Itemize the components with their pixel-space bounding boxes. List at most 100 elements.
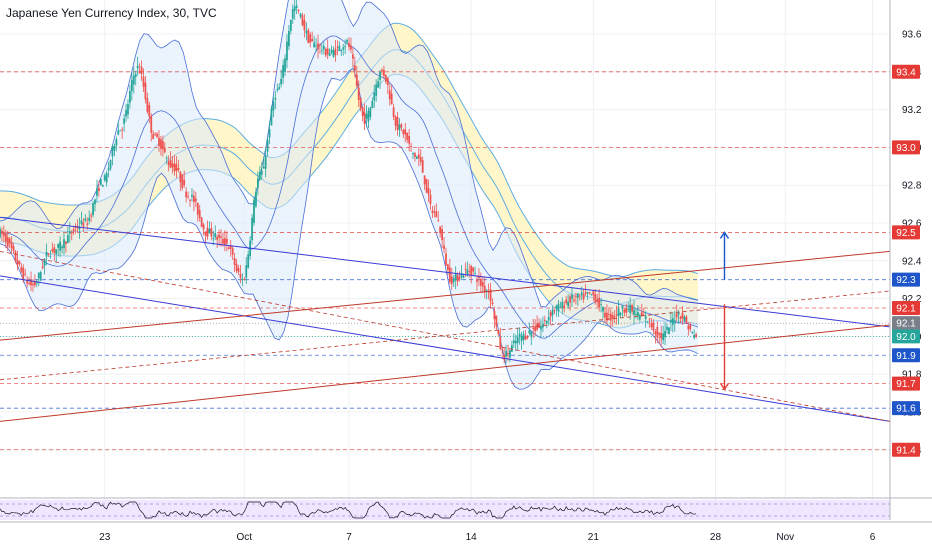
candle-body xyxy=(679,316,682,320)
candle-body xyxy=(406,132,409,140)
candle-body xyxy=(565,299,568,304)
candle-body xyxy=(202,224,205,230)
candle-body xyxy=(373,92,376,101)
time-tick-label: 14 xyxy=(466,532,478,543)
candle-body xyxy=(586,292,589,294)
candle-body xyxy=(421,160,424,173)
candle-body xyxy=(633,309,635,315)
candle-body xyxy=(258,172,261,180)
rsi-line xyxy=(0,501,697,519)
candle-body xyxy=(74,226,77,228)
candle-body xyxy=(129,91,131,103)
candle-body xyxy=(198,210,201,219)
candle-body xyxy=(328,53,331,57)
candle-body xyxy=(14,251,17,261)
candle-body xyxy=(501,349,504,351)
candle-body xyxy=(233,258,236,265)
candle-body xyxy=(301,15,304,26)
candle-body xyxy=(72,228,75,232)
candle-body xyxy=(462,275,465,278)
candle-body xyxy=(379,71,381,80)
bollinger-line xyxy=(0,0,699,308)
candle-body xyxy=(90,215,93,217)
price-badge-93.4-text: 93.4 xyxy=(896,67,916,78)
candle-body xyxy=(99,179,102,185)
candle-body xyxy=(507,352,509,355)
candle-body xyxy=(452,278,455,282)
candle-body xyxy=(489,289,492,302)
candle-body xyxy=(549,312,552,317)
candle-body xyxy=(559,307,562,308)
candle-body xyxy=(390,93,393,105)
candle-body xyxy=(243,279,246,280)
candle-body xyxy=(12,246,15,251)
trend-line-rising-support xyxy=(0,324,891,422)
candle-body xyxy=(417,154,420,159)
candle-body xyxy=(270,108,273,126)
time-tick-label: 7 xyxy=(346,532,352,543)
candle-body xyxy=(61,246,63,249)
price-tick-label: 92.8 xyxy=(902,181,922,192)
candle-body xyxy=(70,232,73,234)
candle-body xyxy=(402,129,405,135)
candle-body xyxy=(472,267,475,272)
candle-body xyxy=(37,272,40,279)
price-tick-label: 92.6 xyxy=(902,218,922,229)
candle-body xyxy=(169,159,172,168)
candle-body xyxy=(165,157,168,159)
price-badge-92.5-text: 92.5 xyxy=(896,228,916,239)
candle-body xyxy=(158,137,160,147)
candle-body xyxy=(229,245,232,249)
candle-body xyxy=(177,167,180,171)
candle-body xyxy=(264,155,267,169)
candle-body xyxy=(86,223,89,225)
candle-body xyxy=(127,104,129,115)
price-badge-92.1 xyxy=(892,301,920,316)
candle-body xyxy=(464,268,467,270)
price-badge-91.6-text: 91.6 xyxy=(896,404,916,415)
candle-body xyxy=(357,87,360,101)
candle-body xyxy=(448,267,451,282)
candle-body xyxy=(92,203,94,216)
candle-body xyxy=(681,312,684,319)
candle-body xyxy=(648,318,651,320)
candle-body xyxy=(322,45,325,50)
candle-body xyxy=(59,241,62,251)
candle-body xyxy=(615,314,618,316)
candle-body xyxy=(353,65,356,71)
candle-body xyxy=(454,274,457,281)
candle-body xyxy=(598,297,601,308)
candle-body xyxy=(367,110,370,122)
candle-body xyxy=(625,307,628,313)
candle-body xyxy=(445,253,447,266)
candle-body xyxy=(334,48,337,55)
time-tick-label: Oct xyxy=(237,532,253,543)
candle-body xyxy=(4,233,7,242)
candle-body xyxy=(590,293,593,295)
candle-body xyxy=(683,316,686,321)
candle-body xyxy=(447,264,449,270)
price-badge-93.0 xyxy=(892,140,920,155)
candle-body xyxy=(638,315,641,320)
candle-body xyxy=(324,48,327,56)
candle-body xyxy=(278,87,281,90)
trend-line-upper-channel xyxy=(0,216,891,328)
candle-body xyxy=(138,70,141,73)
candle-body xyxy=(305,31,308,34)
candle-body xyxy=(16,259,19,266)
candle-body xyxy=(671,318,674,325)
candle-body xyxy=(39,272,42,281)
candle-body xyxy=(183,179,186,186)
candle-body xyxy=(613,316,616,318)
candle-body xyxy=(51,249,54,252)
candle-body xyxy=(313,42,316,48)
candle-body xyxy=(509,350,511,358)
candle-body xyxy=(512,340,515,344)
candle-body xyxy=(604,312,606,318)
price-badge-91.6 xyxy=(892,401,920,416)
candle-body xyxy=(545,320,548,324)
rising-median-line xyxy=(0,290,891,381)
candle-body xyxy=(468,271,471,272)
